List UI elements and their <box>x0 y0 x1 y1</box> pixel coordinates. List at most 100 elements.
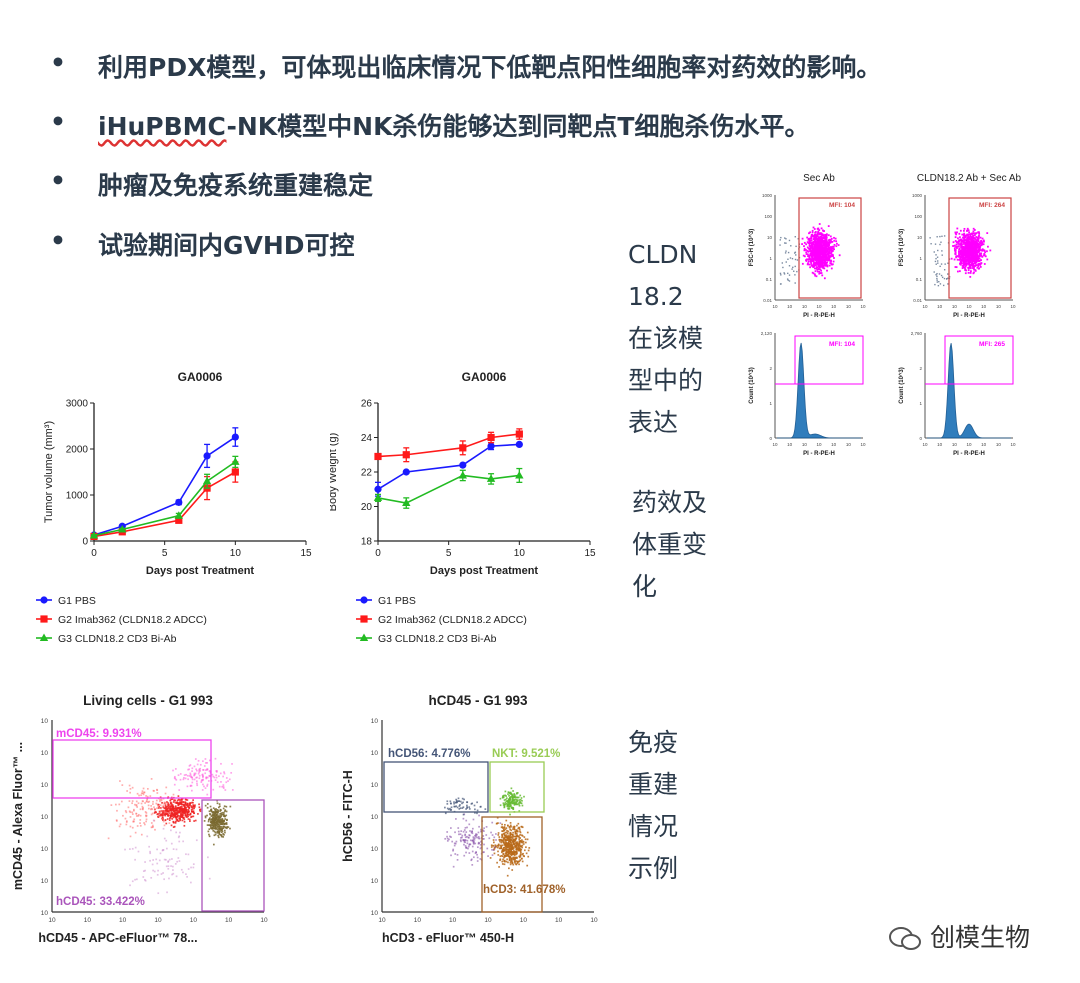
event-dot <box>455 805 458 808</box>
event-dot <box>968 242 971 245</box>
event-dot <box>216 831 219 834</box>
event-dot <box>512 851 514 854</box>
event-dot <box>461 802 463 805</box>
event-dot <box>184 811 187 814</box>
event-dot <box>818 262 821 265</box>
event-dot <box>174 775 176 778</box>
event-dot <box>975 251 978 254</box>
event-dot <box>514 835 517 838</box>
event-dot <box>212 807 215 810</box>
y-tick-label: 22 <box>361 468 373 479</box>
event-dot <box>129 788 132 790</box>
event-dot <box>184 809 186 812</box>
event-dot <box>820 235 822 238</box>
event-dot <box>510 851 512 854</box>
event-dot <box>507 793 509 795</box>
event-dot <box>165 865 168 868</box>
event-dot <box>826 248 829 251</box>
event-dot <box>519 834 522 836</box>
event-dot <box>205 777 208 780</box>
event-dot <box>505 800 508 803</box>
event-dot <box>964 250 966 253</box>
event-dot <box>518 848 521 850</box>
event-dot <box>821 240 824 243</box>
event-dot <box>811 249 814 252</box>
event-dot <box>225 822 228 825</box>
event-dot <box>168 817 171 820</box>
event-dot <box>961 267 964 269</box>
y-tick-label: 24 <box>361 433 373 444</box>
data-point <box>402 498 411 507</box>
event-dot <box>511 800 514 803</box>
event-dot <box>211 773 214 776</box>
event-dot <box>812 240 815 243</box>
event-dot <box>157 816 160 818</box>
event-dot <box>962 247 965 250</box>
event-dot <box>977 265 980 268</box>
event-dot <box>502 853 505 855</box>
event-dot <box>810 259 812 262</box>
event-dot <box>954 232 957 235</box>
event-dot <box>485 825 488 828</box>
event-dot <box>969 248 972 250</box>
event-dot <box>198 809 201 811</box>
event-dot <box>482 851 484 854</box>
event-dot <box>216 822 219 825</box>
event-dot <box>476 853 478 856</box>
event-dot <box>483 830 485 832</box>
event-dot <box>503 794 505 797</box>
event-dot <box>818 270 821 273</box>
event-dot <box>520 857 523 860</box>
event-dot <box>794 236 796 238</box>
event-dot <box>977 242 980 245</box>
event-dot <box>502 828 505 831</box>
event-dot <box>467 845 470 848</box>
event-dot <box>511 833 513 836</box>
panel-y-tick: 100 <box>764 214 772 219</box>
event-dot <box>183 776 185 779</box>
event-dot <box>822 236 824 238</box>
event-dot <box>476 846 479 849</box>
event-dot <box>179 808 181 811</box>
event-dot <box>212 823 215 825</box>
event-dot <box>518 803 520 806</box>
event-dot <box>975 258 978 261</box>
event-dot <box>179 806 182 809</box>
event-dot <box>512 847 515 850</box>
event-dot <box>969 241 972 244</box>
bullet-text: -NK模型中NK杀伤能够达到同靶点T细胞杀伤水平。 <box>226 112 810 141</box>
event-dot <box>508 840 511 843</box>
event-dot <box>151 824 154 827</box>
event-dot <box>508 835 510 838</box>
gate-label: mCD45: 9.931% <box>56 728 142 740</box>
event-dot <box>974 243 976 246</box>
event-dot <box>972 227 975 230</box>
event-dot <box>963 266 966 269</box>
event-dot <box>214 831 217 834</box>
event-dot <box>816 237 819 240</box>
event-dot <box>499 839 502 841</box>
event-dot <box>210 810 213 813</box>
event-dot <box>959 263 962 266</box>
event-dot <box>171 805 173 808</box>
event-dot <box>974 232 977 235</box>
event-dot <box>166 805 169 808</box>
event-dot <box>830 246 832 248</box>
event-dot <box>807 262 809 265</box>
event-dot <box>171 858 173 860</box>
plot-y-tick: 10 <box>371 814 379 821</box>
event-dot <box>225 810 228 813</box>
event-dot <box>784 242 786 244</box>
event-dot <box>450 808 453 811</box>
event-dot <box>965 263 968 266</box>
event-dot <box>967 255 970 258</box>
event-dot <box>142 793 145 796</box>
event-dot <box>136 806 139 808</box>
event-dot <box>510 859 513 861</box>
event-dot <box>194 758 197 760</box>
event-dot <box>139 819 142 821</box>
panel-x-tick: 10 <box>802 442 808 447</box>
event-dot <box>207 780 210 782</box>
event-dot <box>822 242 824 244</box>
event-dot <box>150 876 153 879</box>
